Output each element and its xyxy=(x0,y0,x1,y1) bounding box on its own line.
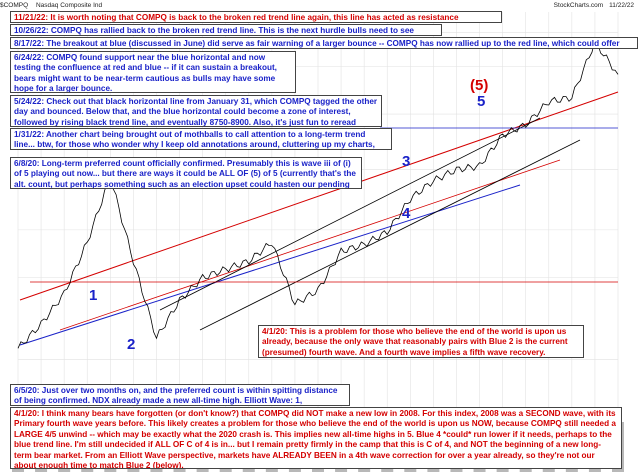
annotation-date: 4/1/20: xyxy=(262,327,288,336)
date-label: 11/22/22 xyxy=(609,2,634,9)
annotation-date: 6/8/20: xyxy=(14,159,40,168)
annotation-date: 4/1/20: xyxy=(14,409,40,418)
annotation-2020-06-05: 6/5/20: Just over two months on, and the… xyxy=(10,384,350,406)
annotation-2020-04-01-lower: 4/1/20: I think many bears have forgotte… xyxy=(10,407,622,469)
annotation-2020-06-08: 6/8/20: Long-term preferred count offici… xyxy=(10,157,362,189)
annotation-2022-01-31: 1/31/22: Another chart being brought out… xyxy=(10,128,392,150)
wave-label-2: 2 xyxy=(127,336,135,353)
annotation-text: This is a problem for those who believe … xyxy=(262,327,568,357)
annotation-text: Long-term preferred count officially con… xyxy=(14,159,356,189)
red-trend-line-lower xyxy=(59,159,561,331)
annotation-text: COMPQ found support near the blue horizo… xyxy=(14,53,277,93)
annotation-2022-10-26: 10/26/22: COMPQ has rallied back to the … xyxy=(10,24,442,36)
price-series-line xyxy=(17,39,619,349)
annotation-2022-08-17: 8/17/22: The breakout at blue (discussed… xyxy=(10,37,638,49)
annotation-text: Another chart being brought out of mothb… xyxy=(14,130,375,150)
black-channel-upper xyxy=(159,117,541,311)
annotation-2022-06-24: 6/24/22: COMPQ found support near the bl… xyxy=(10,51,296,93)
wave-label-5: 5 xyxy=(477,93,485,110)
annotation-text: Check out that black horizontal line fro… xyxy=(14,97,378,127)
wave-labels: 1 2 3 4 5 (5) xyxy=(89,77,488,353)
annotation-date: 6/5/20: xyxy=(14,386,40,395)
wave-label-3: 3 xyxy=(402,153,410,170)
annotation-text: It is worth noting that COMPQ is back to… xyxy=(50,13,459,22)
annotation-text: I think many bears have forgotten (or do… xyxy=(14,409,616,469)
annotation-date: 10/26/22: xyxy=(14,26,49,35)
annotation-date: 1/31/22: xyxy=(14,130,45,139)
wave-label-1: 1 xyxy=(89,287,97,304)
source-label: StockCharts.com xyxy=(553,2,604,9)
annotation-date: 8/17/22: xyxy=(14,39,45,48)
trend-lines xyxy=(19,91,619,346)
wave-label-paren-5: (5) xyxy=(470,77,488,94)
chart-header: $COMPQ Nasdaq Composite Ind 11/22/22 Sto… xyxy=(0,0,640,11)
wave-label-4: 4 xyxy=(402,205,411,222)
annotation-2022-11-21: 11/21/22: It is worth noting that COMPQ … xyxy=(10,11,502,23)
annotation-2022-05-24: 5/24/22: Check out that black horizontal… xyxy=(10,95,382,127)
annotation-date: 6/24/22: xyxy=(14,53,45,62)
annotation-date: 5/24/22: xyxy=(14,97,45,106)
annotation-text: COMPQ has rallied back to the broken red… xyxy=(50,26,414,35)
red-trend-line xyxy=(19,91,619,301)
annotation-2020-04-01-upper: 4/1/20: This is a problem for those who … xyxy=(258,325,584,358)
ticker-label: $COMPQ xyxy=(0,2,29,9)
annotation-date: 11/21/22: xyxy=(14,13,49,22)
index-name: Nasdaq Composite Ind xyxy=(35,2,103,9)
annotation-text: The breakout at blue (discussed in June)… xyxy=(46,39,620,48)
black-channel-lower xyxy=(199,139,581,331)
annotation-text: Just over two months on, and the preferr… xyxy=(14,386,338,406)
